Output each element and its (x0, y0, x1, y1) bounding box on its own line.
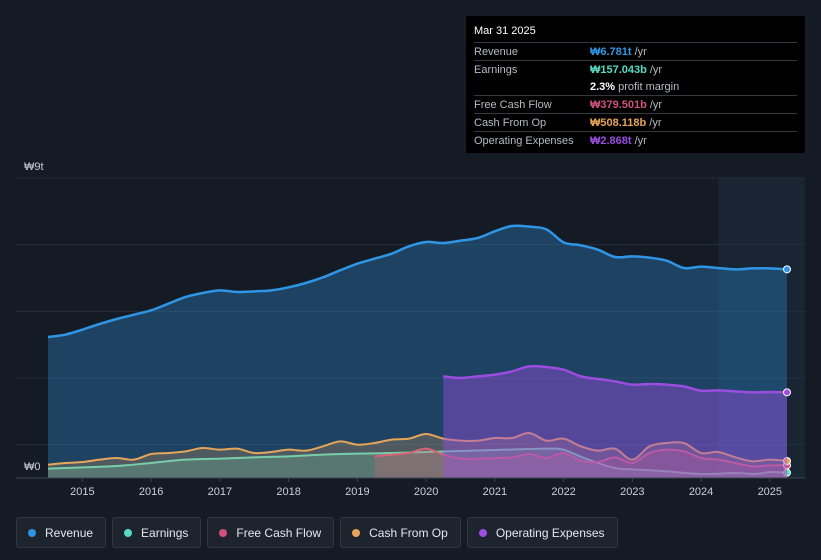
tooltip-value: ₩508.118b (590, 116, 647, 129)
x-tick-label: 2019 (345, 486, 369, 498)
chart-area: ₩9t ₩0 2015 2016 2017 2018 2019 2020 2021 2022 2… (16, 161, 805, 498)
line-earnings (47, 447, 788, 476)
tooltip-label: Operating Expenses (474, 134, 574, 147)
tooltip-row-profit-margin: 2.3% profit margin (474, 78, 797, 95)
x-tick-label: 2018 (276, 486, 300, 498)
x-tick-label: 2022 (551, 486, 575, 498)
legend-item-free-cash-flow[interactable]: Free Cash Flow (207, 517, 335, 548)
legend-dot-icon (478, 528, 487, 537)
tooltip-label: Cash From Op (474, 116, 547, 129)
legend-dot-icon (124, 528, 133, 537)
tooltip-label: Revenue (474, 45, 519, 58)
x-tick-label: 2023 (620, 486, 644, 498)
area-operating-expenses (443, 366, 787, 478)
tooltip-row-earnings: Earnings ₩157.043b /yr (474, 60, 797, 78)
x-tick-label: 2021 (483, 486, 507, 498)
tooltip-value: ₩379.501b (590, 98, 647, 111)
legend-label: Revenue (45, 525, 94, 540)
area-revenue (48, 225, 787, 478)
tooltip-date: Mar 31 2025 (474, 25, 536, 37)
tooltip-row-revenue: Revenue ₩6.781t /yr (474, 42, 797, 60)
tooltip-unit: /yr (649, 116, 662, 129)
area-earnings (48, 448, 787, 478)
tooltip-label: Free Cash Flow (474, 98, 552, 111)
line-free-cash-flow (374, 447, 788, 468)
y-axis-top-label: ₩9t (24, 161, 44, 173)
series-earnings (47, 447, 791, 478)
legend-label: Operating Expenses (495, 525, 605, 540)
y-axis-bottom-label: ₩0 (24, 461, 41, 473)
tooltip-unit: /yr (634, 134, 647, 147)
data-tooltip: Mar 31 2025 Revenue ₩6.781t /yr Earnings… (466, 16, 805, 153)
tooltip-unit: /yr (649, 98, 663, 111)
x-tick-label: 2020 (414, 486, 438, 498)
area-free-cash-flow (374, 448, 787, 478)
x-tick-label: 2024 (689, 486, 713, 498)
area-cash-from-op (48, 432, 787, 478)
legend-dot-icon (28, 528, 36, 537)
legend-label: Free Cash Flow (236, 525, 322, 540)
legend-item-operating-expenses[interactable]: Operating Expenses (466, 517, 618, 548)
x-tick-label: 2015 (70, 486, 94, 498)
tooltip-value: ₩6.781t (590, 45, 632, 58)
legend-item-cash-from-op[interactable]: Cash From Op (340, 517, 461, 548)
tooltip-unit: /yr (649, 63, 663, 76)
legend-label: Cash From Op (369, 525, 448, 540)
tooltip-unit: /yr (634, 45, 647, 58)
x-tick-label: 2017 (208, 486, 232, 498)
tooltip-row-cash-from-op: Cash From Op ₩508.118b /yr (474, 113, 797, 131)
x-axis-ticks: 2015 2016 2017 2018 2019 2020 2021 2022 2023 2024… (70, 478, 782, 498)
tooltip-value: ₩2.868t (590, 134, 632, 147)
endpoint-operating-expenses[interactable] (783, 388, 791, 397)
line-operating-expenses (443, 364, 788, 394)
legend-dot-icon (219, 528, 228, 537)
legend-dot-icon (352, 528, 361, 537)
line-cash-from-op (47, 431, 788, 466)
series-revenue (47, 224, 791, 478)
endpoint-cash-from-op[interactable] (783, 457, 791, 465)
recent-period-shade (718, 178, 805, 478)
line-revenue (47, 224, 788, 339)
chart-legend: Revenue Earnings Free Cash Flow Cash Fro… (16, 517, 618, 548)
series-layer (47, 224, 791, 478)
x-tick-label: 2025 (758, 486, 782, 498)
tooltip-label: Earnings (474, 63, 518, 76)
tooltip-row-operating-expenses: Operating Expenses ₩2.868t /yr (474, 131, 797, 149)
tooltip-row-free-cash-flow: Free Cash Flow ₩379.501b /yr (474, 95, 797, 113)
series-cash-from-op (47, 431, 791, 478)
series-operating-expenses (443, 364, 791, 478)
legend-item-revenue[interactable]: Revenue (16, 517, 107, 548)
endpoint-revenue[interactable] (783, 265, 791, 274)
tooltip-value: 2.3% (590, 80, 616, 93)
x-tick-label: 2016 (139, 486, 163, 498)
tooltip-unit: profit margin (618, 80, 680, 93)
legend-label: Earnings (141, 525, 189, 540)
tooltip-value: ₩157.043b (590, 63, 647, 76)
legend-item-earnings[interactable]: Earnings (112, 517, 202, 548)
